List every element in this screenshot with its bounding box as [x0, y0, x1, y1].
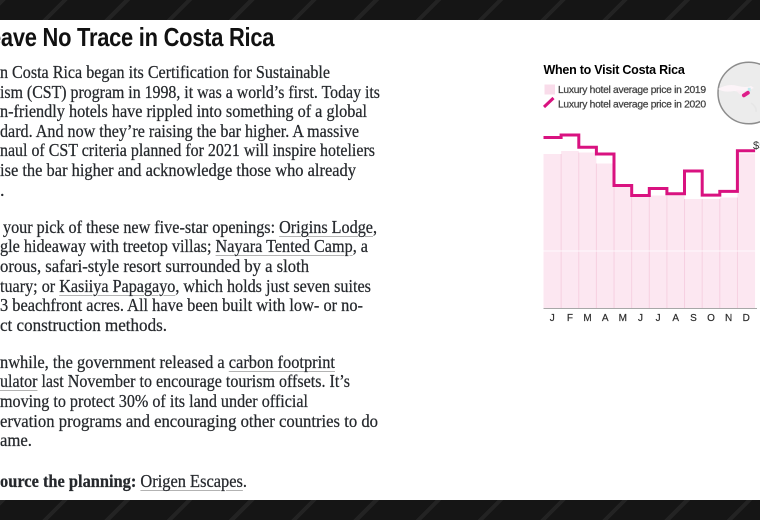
svg-text:N: N	[725, 313, 732, 324]
svg-text:O: O	[707, 313, 715, 324]
svg-text:J: J	[638, 313, 643, 324]
svg-text:When to Visit Costa Rica: When to Visit Costa Rica	[544, 63, 686, 77]
svg-text:J: J	[656, 313, 661, 324]
svg-text:$5: $5	[753, 140, 760, 152]
svg-text:M: M	[619, 313, 627, 324]
svg-text:F: F	[567, 313, 573, 324]
svg-text:D: D	[743, 313, 750, 324]
svg-text:J: J	[550, 313, 555, 324]
svg-text:Luxury hotel average price in: Luxury hotel average price in 2020	[558, 100, 706, 111]
svg-text:Luxury hotel average price in: Luxury hotel average price in 2019	[558, 85, 706, 96]
svg-text:A: A	[672, 313, 679, 324]
svg-text:M: M	[583, 313, 591, 324]
svg-text:S: S	[690, 313, 697, 324]
svg-text:A: A	[602, 313, 609, 324]
